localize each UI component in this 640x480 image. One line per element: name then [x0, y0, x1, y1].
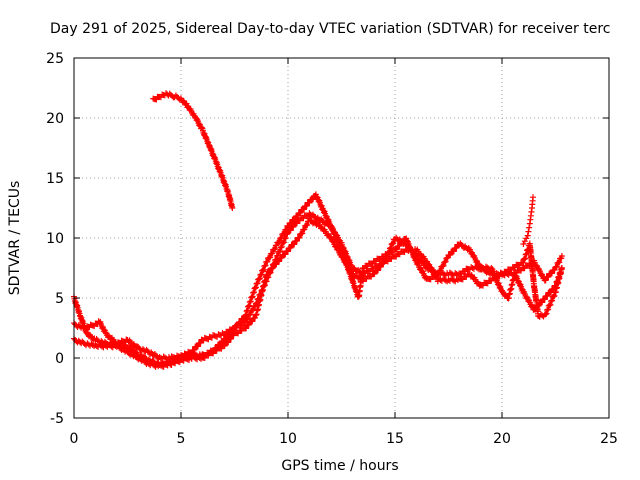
data-point: [249, 318, 256, 325]
y-tick-label: 15: [46, 171, 64, 187]
data-point: [96, 319, 103, 326]
data-point: [272, 245, 279, 252]
data-point: [526, 224, 533, 231]
data-point: [193, 117, 200, 124]
data-point: [553, 263, 560, 270]
data-point: [243, 325, 250, 332]
data-point: [544, 292, 551, 299]
data-point: [194, 343, 201, 350]
data-point: [278, 254, 285, 261]
series-track-4: [150, 90, 236, 210]
data-point: [556, 259, 563, 266]
y-tick-label: 0: [55, 351, 64, 367]
data-point: [269, 264, 276, 271]
data-point: [542, 277, 549, 284]
chart-title: Day 291 of 2025, Sidereal Day-to-day VTE…: [50, 21, 610, 37]
data-point: [304, 221, 311, 228]
data-point: [225, 339, 232, 346]
y-tick-label: 20: [46, 111, 64, 127]
y-tick-label: 10: [46, 231, 64, 247]
data-point: [264, 258, 271, 265]
data-point: [269, 250, 276, 257]
data-point: [442, 258, 449, 265]
data-point: [558, 265, 565, 271]
data-point: [290, 223, 297, 230]
data-point: [535, 302, 542, 309]
data-point: [188, 350, 195, 357]
data-point: [299, 230, 306, 237]
data-point: [291, 241, 298, 248]
x-tick-label: 15: [386, 431, 404, 447]
data-point: [198, 124, 205, 131]
x-axis-label: GPS time / hours: [281, 458, 398, 474]
data-point: [371, 270, 378, 277]
data-point: [263, 271, 270, 278]
data-point: [301, 206, 308, 213]
data-point: [303, 202, 310, 209]
x-tick-label: 20: [493, 431, 511, 447]
data-point: [558, 253, 565, 259]
data-points: [71, 90, 565, 370]
tick-marks: [73, 57, 610, 419]
data-point: [227, 335, 234, 342]
x-tick-label: 10: [279, 431, 297, 447]
x-tick-label: 5: [177, 431, 186, 447]
data-point: [450, 248, 457, 255]
data-point: [524, 232, 531, 239]
data-point: [267, 254, 274, 261]
data-point: [282, 251, 289, 258]
data-point: [453, 244, 460, 251]
data-point: [375, 267, 382, 274]
data-point: [287, 244, 294, 251]
data-point: [301, 226, 308, 233]
data-point: [539, 299, 546, 306]
data-point: [548, 270, 555, 277]
data-point: [548, 289, 555, 296]
data-point: [247, 311, 254, 318]
data-point: [377, 263, 384, 270]
data-point: [437, 267, 444, 274]
data-point: [221, 342, 228, 349]
data-point: [525, 228, 532, 235]
data-point: [440, 262, 447, 269]
series-spike: [520, 197, 536, 247]
data-point: [245, 321, 252, 328]
data-point: [229, 205, 236, 211]
data-point: [396, 242, 403, 249]
data-point: [306, 199, 313, 206]
y-tick-label: 5: [55, 291, 64, 307]
y-tick-label: 25: [46, 51, 64, 67]
y-axis-label: SDTVAR / TECUs: [7, 181, 23, 296]
data-point: [545, 273, 552, 280]
data-point: [252, 314, 259, 321]
data-point: [447, 251, 454, 258]
data-point: [276, 258, 283, 265]
data-point: [296, 234, 303, 241]
data-point: [541, 296, 548, 303]
data-point: [287, 227, 294, 234]
data-point: [532, 306, 539, 313]
x-tick-label: 25: [600, 431, 618, 447]
y-tick-label: -5: [50, 411, 64, 427]
series-track-3: [71, 215, 565, 370]
data-point: [285, 248, 291, 255]
tick-labels: 0 5 10 15 20 25 -5 0 5 10 15 20 25: [46, 51, 618, 447]
data-point: [530, 194, 537, 201]
data-point: [310, 196, 317, 203]
data-point: [191, 346, 198, 353]
data-point: [267, 268, 274, 275]
x-tick-label: 0: [70, 431, 79, 447]
data-point: [551, 266, 558, 273]
